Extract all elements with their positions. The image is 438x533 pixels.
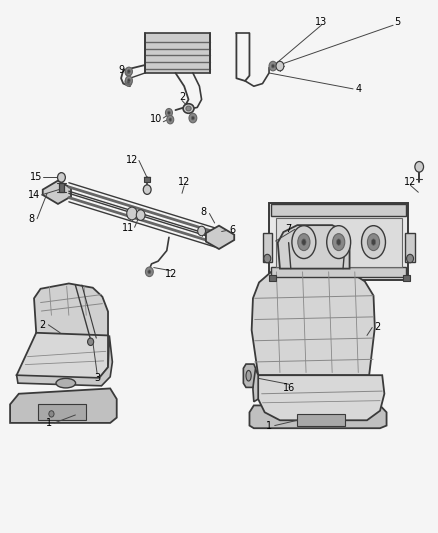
Circle shape: [127, 79, 130, 82]
Ellipse shape: [186, 106, 191, 111]
Ellipse shape: [56, 378, 76, 388]
Circle shape: [125, 78, 132, 86]
Text: 12: 12: [404, 176, 417, 187]
Polygon shape: [250, 406, 387, 428]
Circle shape: [272, 64, 275, 68]
Ellipse shape: [302, 239, 306, 245]
Polygon shape: [252, 268, 375, 375]
Ellipse shape: [246, 370, 251, 381]
Text: 1: 1: [266, 421, 272, 431]
Text: 12: 12: [126, 156, 138, 165]
Circle shape: [269, 61, 277, 71]
Ellipse shape: [371, 239, 376, 245]
Polygon shape: [17, 335, 113, 386]
Polygon shape: [17, 317, 108, 381]
Circle shape: [166, 109, 173, 117]
Circle shape: [88, 338, 94, 345]
Polygon shape: [43, 181, 71, 204]
Circle shape: [125, 67, 132, 76]
Circle shape: [125, 76, 132, 85]
Circle shape: [136, 210, 145, 220]
Circle shape: [406, 254, 413, 263]
Circle shape: [143, 185, 151, 195]
Circle shape: [264, 254, 271, 263]
Text: 7: 7: [286, 224, 292, 235]
Circle shape: [191, 116, 194, 120]
Text: 13: 13: [315, 17, 327, 27]
Bar: [269, 203, 408, 280]
Polygon shape: [253, 367, 258, 402]
Text: 2: 2: [179, 92, 185, 102]
Circle shape: [127, 70, 130, 73]
Text: 6: 6: [229, 225, 235, 236]
Text: 14: 14: [28, 190, 40, 200]
Circle shape: [198, 226, 205, 236]
Text: 1: 1: [46, 418, 52, 428]
Text: 12: 12: [178, 176, 191, 187]
Polygon shape: [34, 284, 108, 335]
Ellipse shape: [332, 233, 345, 251]
Bar: [145, 33, 210, 73]
Bar: [405, 233, 415, 262]
Bar: [271, 205, 406, 216]
Polygon shape: [244, 364, 255, 387]
Bar: [271, 266, 406, 277]
Circle shape: [148, 270, 151, 274]
Ellipse shape: [361, 225, 385, 259]
Circle shape: [167, 115, 174, 124]
Circle shape: [189, 114, 197, 123]
Circle shape: [57, 173, 65, 182]
Ellipse shape: [298, 233, 310, 251]
Text: 2: 2: [375, 322, 381, 333]
Text: 2: 2: [39, 320, 46, 330]
Bar: [297, 414, 345, 425]
Circle shape: [127, 70, 130, 74]
Text: 5: 5: [394, 17, 401, 27]
Text: 12: 12: [165, 270, 177, 279]
Ellipse shape: [336, 239, 341, 245]
Text: 8: 8: [29, 214, 35, 224]
Text: 8: 8: [201, 207, 207, 217]
Bar: [403, 275, 410, 281]
Polygon shape: [10, 389, 117, 423]
Circle shape: [49, 411, 54, 417]
Circle shape: [125, 68, 132, 76]
Ellipse shape: [367, 233, 380, 251]
Text: 10: 10: [150, 114, 162, 124]
Ellipse shape: [292, 225, 316, 259]
Bar: [269, 275, 276, 281]
Text: 15: 15: [30, 172, 42, 182]
Text: 11: 11: [121, 223, 134, 233]
Circle shape: [168, 111, 170, 115]
Circle shape: [127, 207, 137, 220]
Text: 16: 16: [283, 383, 295, 393]
Polygon shape: [206, 225, 234, 249]
Circle shape: [169, 118, 172, 122]
Polygon shape: [258, 375, 385, 420]
Bar: [144, 177, 150, 182]
Text: 4: 4: [355, 84, 361, 94]
Ellipse shape: [183, 104, 194, 114]
Circle shape: [415, 161, 424, 172]
Bar: [59, 183, 64, 192]
Polygon shape: [278, 225, 350, 269]
Circle shape: [276, 61, 284, 71]
Bar: [276, 217, 402, 266]
Text: 9: 9: [118, 66, 124, 75]
Circle shape: [127, 80, 130, 84]
Circle shape: [145, 267, 153, 277]
Bar: [262, 233, 272, 262]
Ellipse shape: [327, 225, 351, 259]
Bar: [39, 405, 86, 420]
Text: 3: 3: [94, 373, 100, 383]
